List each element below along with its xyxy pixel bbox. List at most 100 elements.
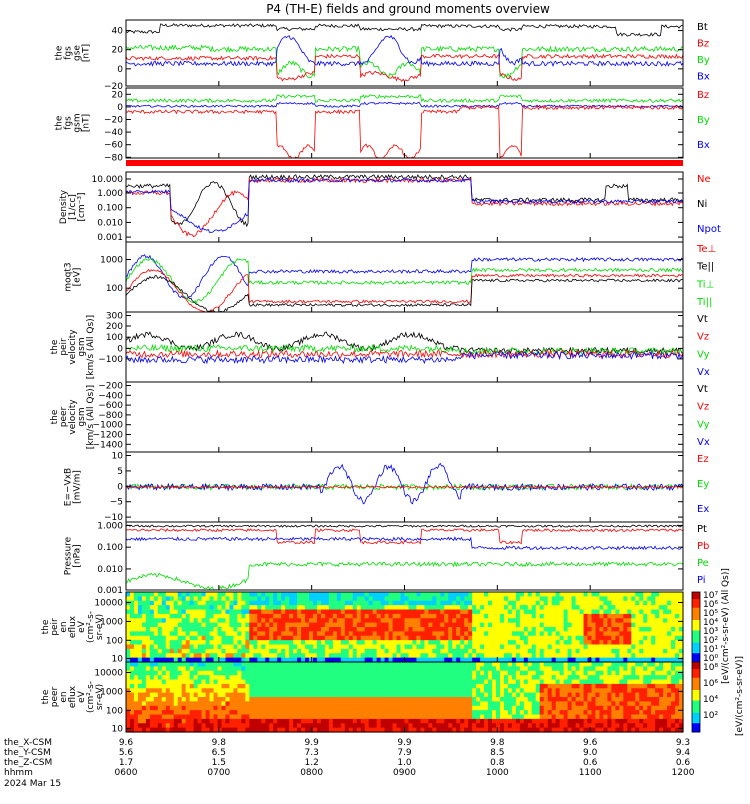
- y-axis-label-line: the: [50, 409, 60, 424]
- ephem-value: 9.9: [305, 738, 320, 748]
- y-axis-label-pressure: Pressure [nPa]: [64, 536, 83, 575]
- y-axis-label-line: E=−VxB: [64, 468, 74, 506]
- ephem-value: 9.0: [583, 748, 598, 758]
- npot-trace: [125, 177, 684, 233]
- y-tick-label: 10: [112, 452, 124, 462]
- legend-peer_vel-1: Vz: [697, 402, 709, 413]
- colorbar-label-bottom: [eV/(cm²-s-sr-eV)]: [735, 656, 745, 736]
- y-axis-label-fgs_gsm: the fgs gsm [nT]: [55, 113, 92, 132]
- ephem-value: 0.6: [676, 758, 691, 768]
- colorbar-tick: 10⁵: [703, 609, 718, 619]
- ez-trace: [125, 485, 684, 489]
- bx-trace: [125, 34, 684, 68]
- legend-efield-1: Ey: [697, 479, 709, 490]
- y-axis-label-line: the: [55, 45, 65, 60]
- ephem-value: 9.9: [397, 738, 412, 748]
- colorbar-tick: 10³: [703, 627, 718, 637]
- y-axis-label-line: peer: [59, 406, 69, 427]
- y-tick-label: −10: [104, 513, 123, 523]
- ephem-value: 9.6: [119, 738, 134, 748]
- pt-trace: [125, 524, 684, 528]
- legend-peir_vel-2: Vy: [697, 349, 710, 360]
- y-axis-label-line: peir: [50, 618, 60, 636]
- y-tick-label: 40: [112, 27, 124, 37]
- ephem-value: 1.7: [119, 758, 133, 768]
- y-axis-label-line: [nPa]: [73, 544, 83, 567]
- y-axis-label-line: [nT]: [82, 114, 92, 132]
- colorbar-label-text: [eV/(cm²-s-sr-eV) (All Qs)]: [721, 568, 731, 684]
- y-axis-label-line: sr-eV): [95, 614, 105, 640]
- y-tick-label: 0: [117, 344, 123, 354]
- colorbar-tick: 10⁰: [703, 654, 718, 664]
- flag-band: [126, 160, 683, 166]
- colorbar-peir: [692, 592, 700, 663]
- y-axis-label-line: peer: [50, 686, 60, 707]
- ephem-value: 1.0: [397, 758, 412, 768]
- y-tick-label: 0: [117, 103, 123, 113]
- peir-spectrogram: [126, 592, 684, 663]
- x-tick-label: 1000: [486, 768, 509, 778]
- y-tick-label: −20: [104, 116, 123, 126]
- peer-spectrogram: [126, 662, 684, 733]
- y-tick-label: 100: [106, 706, 123, 716]
- legend-pressure-3: Pi: [697, 575, 706, 586]
- y-axis-label-line: [nT]: [82, 44, 92, 62]
- y-axis-label-line: en: [59, 691, 69, 702]
- y-tick-label: −600: [98, 401, 123, 411]
- y-axis-label-line: the: [50, 339, 60, 354]
- bz-trace: [125, 53, 684, 82]
- y-tick-label: −1400: [93, 440, 124, 450]
- y-axis-label-peer_vel: the peer velocity gsm [km/s (All Qs)]: [50, 385, 96, 449]
- y-axis-label-line: [1/cc]: [68, 194, 78, 220]
- by-trace: [125, 44, 684, 79]
- y-axis-label-line: the: [41, 619, 51, 634]
- ephem-row-label: the_Z-CSM: [4, 758, 52, 768]
- ephem-row-label: the_X-CSM: [4, 738, 52, 748]
- y-axis-label-line: [eV]: [73, 268, 83, 287]
- panel-frame-peir_vel: [125, 311, 684, 383]
- y-axis-label-line: velocity: [68, 329, 78, 365]
- y-axis-label-line: fgs: [64, 116, 74, 130]
- y-axis-label-peer_spec: the peer en eflux eV (cm²-s-sr-eV): [41, 681, 105, 713]
- ne-trace: [125, 177, 684, 238]
- panel-frame-peer_vel: [125, 381, 684, 453]
- ex-trace: [125, 462, 684, 505]
- colorbar-peer: [692, 662, 700, 733]
- legend-efield-2: Ex: [697, 504, 709, 515]
- y-tick-label: 10: [112, 655, 124, 665]
- legend-pressure-2: Pe: [697, 558, 709, 569]
- y-tick-label: −40: [104, 128, 123, 138]
- y-tick-label: 5: [117, 467, 123, 477]
- colorbar-tick: 10²: [703, 636, 718, 646]
- y-tick-label: 10.000: [92, 175, 124, 185]
- ni-trace: [125, 174, 684, 228]
- y-axis-label-fgs_gse: the fgs gse [nT]: [55, 44, 92, 62]
- x-tick-label: 1100: [579, 768, 602, 778]
- y-tick-label: −60: [104, 141, 123, 151]
- y-tick-label: −20: [104, 82, 123, 92]
- colorbar-tick: 10⁷: [703, 591, 718, 601]
- y-axis-label-line: the: [41, 689, 51, 704]
- y-tick-label: 300: [106, 312, 123, 322]
- y-axis-label-density: Density [1/cc] [cm⁻³]: [59, 189, 87, 224]
- ephem-value: 9.4: [676, 748, 691, 758]
- y-axis-label-line: gsm: [73, 113, 83, 132]
- legend-peer_vel-2: Vy: [697, 419, 710, 430]
- ephem-value: 9.6: [583, 738, 598, 748]
- y-tick-label: 10: [112, 725, 124, 735]
- legend-fgs_gsm-1: By: [697, 115, 710, 126]
- colorbar-peer-frame: [691, 661, 701, 733]
- y-axis-label-line: peir: [59, 338, 69, 356]
- legend-density-1: Ni: [697, 199, 707, 210]
- legend-pressure-0: Pt: [697, 524, 707, 535]
- legend-density-0: Ne: [697, 174, 711, 185]
- y-axis-label-line: fgs: [64, 46, 74, 60]
- y-axis-label-line: sr-eV): [95, 684, 105, 710]
- y-tick-label: 0: [117, 482, 123, 492]
- y-tick-label: 0.010: [97, 565, 123, 575]
- legend-peer_vel-0: Vt: [697, 384, 708, 395]
- legend-temp-3: Ti||: [696, 297, 712, 308]
- legend-fgs_gsm-0: Bz: [697, 90, 709, 101]
- y-tick-label: −800: [98, 411, 123, 421]
